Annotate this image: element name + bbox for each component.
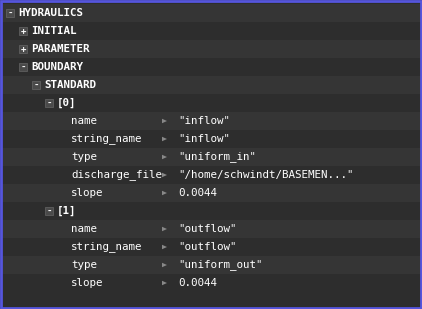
- Text: BOUNDARY: BOUNDARY: [31, 62, 83, 72]
- Bar: [2, 184, 421, 202]
- Text: [0]: [0]: [57, 98, 76, 108]
- Text: name: name: [71, 116, 97, 126]
- Text: "/home/schwindt/BASEMEN...": "/home/schwindt/BASEMEN...": [178, 170, 354, 180]
- Text: -: -: [46, 206, 51, 215]
- Text: -: -: [46, 99, 51, 108]
- Bar: [19, 27, 27, 35]
- Bar: [2, 112, 421, 130]
- Bar: [2, 76, 421, 94]
- Text: string_name: string_name: [71, 242, 143, 252]
- Text: -: -: [7, 9, 13, 18]
- Polygon shape: [162, 245, 167, 249]
- Text: 0.0044: 0.0044: [178, 278, 217, 288]
- Bar: [45, 207, 53, 215]
- Polygon shape: [162, 173, 167, 177]
- Bar: [2, 4, 421, 22]
- Bar: [19, 63, 27, 71]
- Text: "outflow": "outflow": [178, 242, 236, 252]
- Text: discharge_file: discharge_file: [71, 170, 162, 180]
- Bar: [2, 22, 421, 40]
- Bar: [2, 130, 421, 148]
- Text: HYDRAULICS: HYDRAULICS: [18, 8, 83, 18]
- Bar: [2, 238, 421, 256]
- Bar: [2, 220, 421, 238]
- Bar: [2, 148, 421, 166]
- Bar: [19, 45, 27, 53]
- Polygon shape: [162, 263, 167, 267]
- Text: string_name: string_name: [71, 133, 143, 144]
- Text: +: +: [20, 27, 26, 36]
- Text: "uniform_out": "uniform_out": [178, 260, 262, 270]
- Text: "inflow": "inflow": [178, 116, 230, 126]
- Text: 0.0044: 0.0044: [178, 188, 217, 198]
- Text: "inflow": "inflow": [178, 134, 230, 144]
- Bar: [32, 81, 40, 89]
- Text: "outflow": "outflow": [178, 224, 236, 234]
- Polygon shape: [162, 281, 167, 285]
- Text: INITIAL: INITIAL: [31, 26, 76, 36]
- Polygon shape: [162, 119, 167, 123]
- Polygon shape: [162, 155, 167, 159]
- Polygon shape: [162, 191, 167, 195]
- Text: PARAMETER: PARAMETER: [31, 44, 89, 54]
- Bar: [6, 9, 14, 17]
- Text: -: -: [20, 62, 26, 71]
- Bar: [2, 40, 421, 58]
- Text: type: type: [71, 260, 97, 270]
- Polygon shape: [162, 227, 167, 231]
- Text: [1]: [1]: [57, 206, 76, 216]
- Text: STANDARD: STANDARD: [44, 80, 96, 90]
- Bar: [2, 202, 421, 220]
- Text: "uniform_in": "uniform_in": [178, 151, 256, 163]
- Bar: [2, 94, 421, 112]
- Text: type: type: [71, 152, 97, 162]
- Text: +: +: [20, 44, 26, 53]
- Bar: [2, 58, 421, 76]
- Bar: [2, 166, 421, 184]
- Bar: [2, 256, 421, 274]
- Text: name: name: [71, 224, 97, 234]
- Text: slope: slope: [71, 278, 103, 288]
- Bar: [2, 274, 421, 292]
- Bar: [45, 99, 53, 107]
- Text: slope: slope: [71, 188, 103, 198]
- Text: -: -: [33, 81, 39, 90]
- Polygon shape: [162, 137, 167, 141]
